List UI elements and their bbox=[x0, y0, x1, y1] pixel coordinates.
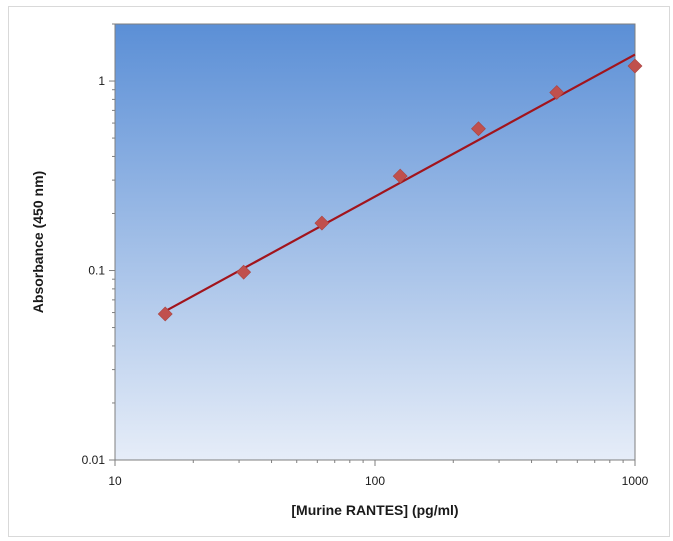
y-axis-title: Absorbance (450 nm) bbox=[30, 171, 46, 313]
data-points bbox=[157, 58, 643, 322]
chart-frame: 10 100 1000 0.01 0.1 1 [Murine RANTES] (pg/ml… bbox=[8, 6, 670, 537]
data-point bbox=[627, 58, 643, 74]
data-point bbox=[549, 85, 565, 100]
y-tick-label: 0.01 bbox=[82, 453, 106, 467]
x-axis-title: [Murine RANTES] (pg/ml) bbox=[291, 502, 458, 518]
data-point bbox=[157, 306, 173, 322]
y-tick-label: 1 bbox=[98, 74, 105, 88]
data-point bbox=[392, 168, 408, 184]
x-tick-label: 1000 bbox=[622, 474, 649, 488]
x-tick-label: 100 bbox=[365, 474, 385, 488]
axis-ticks bbox=[109, 23, 636, 466]
data-point bbox=[236, 264, 252, 280]
y-tick-label: 0.1 bbox=[88, 264, 105, 278]
plot-area bbox=[114, 23, 636, 461]
absorbance-standard-curve-chart: 10 100 1000 0.01 0.1 1 [Murine RANTES] (pg/ml… bbox=[30, 23, 649, 518]
x-tick-label: 10 bbox=[108, 474, 122, 488]
data-point bbox=[314, 215, 330, 231]
tick-labels: 10 100 1000 0.01 0.1 1 bbox=[82, 74, 649, 488]
data-point bbox=[471, 121, 486, 137]
